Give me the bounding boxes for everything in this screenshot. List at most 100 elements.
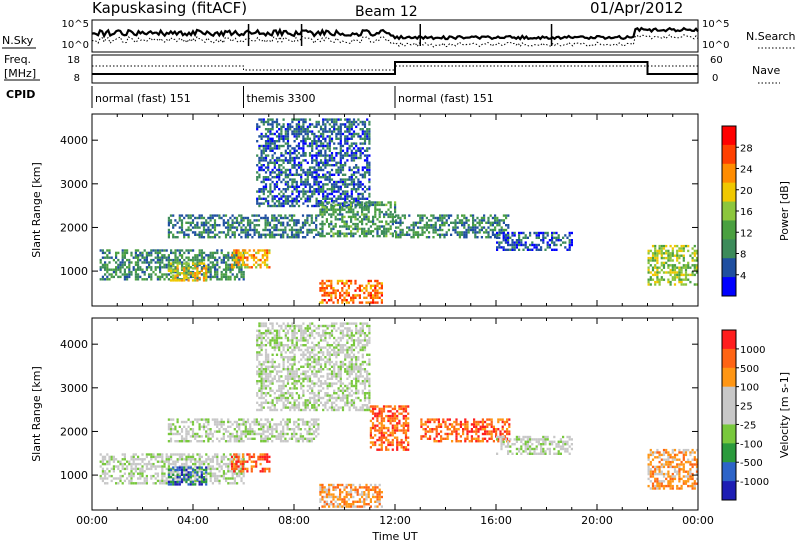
y-axis-label: Slant Range [km]	[30, 162, 43, 258]
cpid-segment-label-2: normal (fast) 151	[398, 92, 494, 105]
freq-label-1: Freq.	[4, 53, 31, 66]
colorbar-tick-label-3: 25	[740, 402, 753, 413]
colorbar-tick-label-5: -100	[740, 439, 763, 450]
cpid-segment-label-1: themis 3300	[247, 92, 316, 105]
xtick-label-6: 00:00	[682, 514, 714, 527]
colorbar-tick-label-1: 500	[740, 364, 759, 375]
colorbar-swatch-6	[722, 239, 736, 259]
freq-tick-high: 18	[67, 55, 80, 66]
colorbar-swatch-6	[722, 443, 736, 463]
colorbar-swatch-2	[722, 367, 736, 388]
colorbar-swatch-1	[722, 144, 736, 165]
colorbar-swatch-3	[722, 386, 736, 407]
colorbar-swatch-8	[722, 277, 736, 297]
colorbar-tick-label-0: 28	[740, 143, 753, 154]
cpid-segment-label-0: normal (fast) 151	[95, 92, 191, 105]
colorbar-tick-label-0: 1000	[740, 345, 765, 356]
colorbar-swatch-8	[722, 481, 736, 501]
echo-region-7	[395, 214, 510, 239]
nsearch-line	[91, 33, 699, 48]
echo-region-4	[256, 118, 371, 208]
ytick-label-0: 1000	[60, 469, 88, 482]
colorbar-swatch-7	[722, 462, 736, 482]
colorbar-tick-label-5: 8	[740, 250, 746, 261]
ytick-label-3: 4000	[60, 338, 88, 351]
colorbar-tick-label-7: -1000	[740, 477, 769, 488]
colorbar-label: Power [dB]	[778, 181, 791, 241]
noise-strip-frame	[91, 19, 699, 53]
x-axis-label: Time UT	[371, 530, 417, 543]
noise-tick-left-low: 10^0	[62, 40, 89, 51]
colorbar-tick-label-6: -500	[740, 458, 763, 469]
nsky-line	[91, 26, 699, 41]
date-title: 01/Apr/2012	[590, 0, 683, 17]
xtick-label-3: 12:00	[379, 514, 411, 527]
echo-region-7	[420, 418, 511, 443]
echo-region-2	[167, 214, 320, 239]
colorbar-swatch-1	[722, 348, 736, 369]
echo-region-0	[99, 249, 245, 281]
colorbar-swatch-2	[722, 163, 736, 184]
colorbar-swatch-3	[722, 182, 736, 203]
freq-label-2: [MHz]	[4, 67, 36, 80]
echo-region-6	[369, 405, 410, 451]
ytick-label-3: 4000	[60, 134, 88, 147]
beam-title: Beam 12	[355, 4, 418, 20]
colorbar-frame	[721, 329, 737, 501]
colorbar-swatch-4	[722, 405, 736, 425]
colorbar-swatch-5	[722, 424, 736, 444]
colorbar-tick-label-3: 16	[740, 207, 753, 218]
colorbar-swatch-0	[722, 330, 736, 350]
ytick-label-2: 3000	[60, 178, 88, 191]
ytick-label-1: 2000	[60, 425, 88, 438]
ytick-label-2: 3000	[60, 382, 88, 395]
echo-region-8	[496, 435, 573, 455]
echo-region-2	[167, 418, 320, 443]
colorbar-tick-label-4: 12	[740, 228, 753, 239]
colorbar-swatch-0	[722, 126, 736, 146]
cpid-label: CPID	[6, 88, 35, 101]
colorbar-tick-label-2: 20	[740, 186, 753, 197]
echo-region-5	[319, 483, 383, 508]
xtick-label-1: 04:00	[177, 514, 209, 527]
colorbar-swatch-4	[722, 201, 736, 221]
ytick-label-0: 1000	[60, 265, 88, 278]
echo-region-6	[319, 201, 397, 238]
cpid-strip: normal (fast) 151 themis 3300 normal (fast…	[91, 86, 494, 108]
echo-region-1	[167, 262, 208, 282]
echo-region-9	[647, 244, 699, 286]
colorbar: 28 24 20 16 12 8 4 Power [dB]	[721, 125, 791, 297]
xtick-label-4: 16:00	[480, 514, 512, 527]
xtick-label-5: 20:00	[581, 514, 613, 527]
echo-region-3	[230, 453, 271, 473]
colorbar: 1000 500 100 25 -25 -100 -500 -1000 Velocity [m …	[721, 329, 791, 501]
nave-label: Nave	[752, 64, 780, 77]
colorbar-swatch-5	[722, 220, 736, 240]
freq-line	[92, 61, 698, 75]
xtick-label-0: 00:00	[76, 514, 108, 527]
colorbar-tick-label-6: 4	[740, 271, 746, 282]
colorbar-tick-label-4: -25	[740, 420, 756, 431]
y-axis-label: Slant Range [km]	[30, 366, 43, 462]
echo-region-3	[230, 249, 271, 269]
station-title: Kapuskasing (fitACF)	[92, 0, 247, 17]
nsky-label: N.Sky	[2, 34, 34, 47]
colorbar-tick-label-1: 24	[740, 165, 753, 176]
time-axis: 00:00 04:00 08:00 12:00 16:00 20:00 00:00 Time …	[76, 514, 714, 543]
colorbar-swatch-7	[722, 258, 736, 278]
echo-region-5	[319, 279, 383, 304]
nsearch-label: N.Search	[746, 30, 796, 43]
ytick-label-1: 2000	[60, 221, 88, 234]
freq-strip-frame	[91, 54, 699, 84]
freq-tick-low: 8	[74, 73, 80, 84]
echo-region-8	[496, 231, 573, 251]
noise-tick-right-low: 10^0	[702, 40, 729, 51]
colorbar-label: Velocity [m s-1]	[778, 372, 791, 458]
colorbar-tick-label-2: 100	[740, 383, 759, 394]
echo-region-4	[256, 322, 371, 412]
xtick-label-2: 08:00	[278, 514, 310, 527]
echo-region-9	[647, 448, 699, 490]
power-panel: 1000 2000 3000 4000 Slant Range [km] 28 24 20 16…	[30, 113, 791, 307]
